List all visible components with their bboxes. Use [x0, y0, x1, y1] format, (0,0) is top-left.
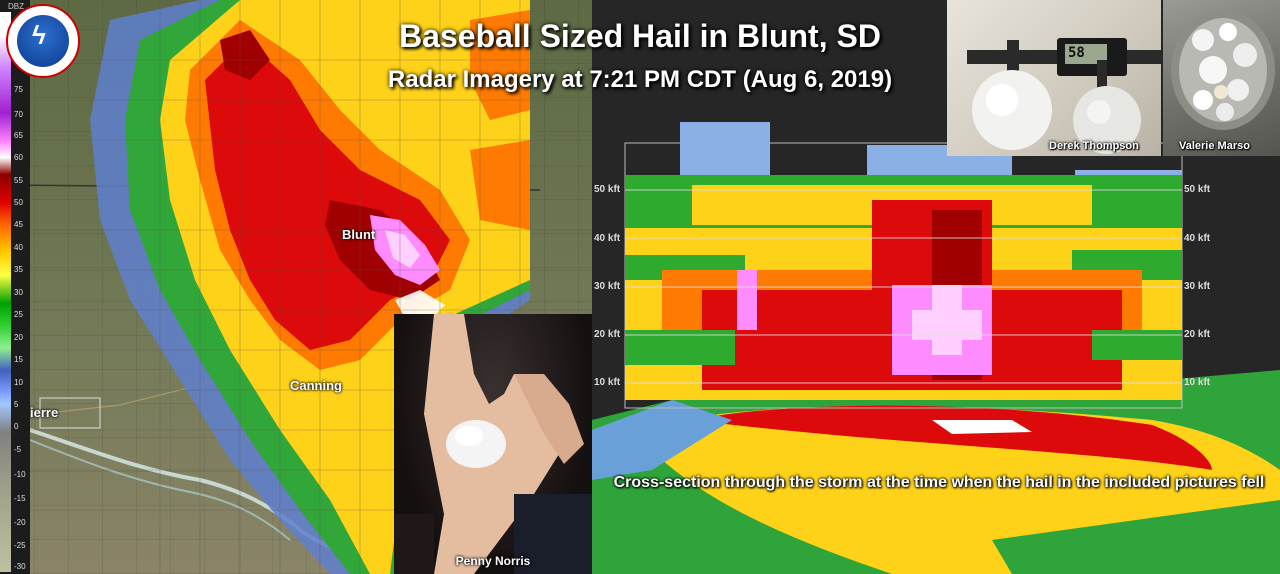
dbz-tick: 50	[14, 198, 23, 207]
dbz-tick: -30	[14, 562, 26, 571]
altitude-label: 20 kft	[594, 329, 621, 340]
dbz-tick: 75	[14, 85, 23, 94]
dbz-tick: 55	[14, 176, 23, 185]
cross-section-plot	[592, 122, 1280, 574]
nws-logo-icon: ϟ	[6, 4, 80, 78]
altitude-label: 50 kft	[594, 184, 621, 195]
dbz-tick: 70	[14, 110, 23, 119]
altitude-label: 30 kft	[1184, 281, 1211, 292]
cross-section-caption: Cross-section through the storm at the t…	[613, 474, 1265, 491]
dbz-tick: 25	[14, 310, 23, 319]
photo-credit-hand: Penny Norris	[455, 554, 531, 568]
altitude-label: 40 kft	[594, 233, 621, 244]
dbz-tick: 45	[14, 220, 23, 229]
dbz-tick: 15	[14, 355, 23, 364]
dbz-tick: 60	[14, 153, 23, 162]
altitude-label: 30 kft	[594, 281, 621, 292]
dbz-tick: -20	[14, 518, 26, 527]
hand-holding-hail-icon	[394, 314, 592, 574]
map-label-blunt: Blunt	[342, 227, 376, 242]
altitude-label: 10 kft	[1184, 377, 1211, 388]
dbz-tick: 10	[14, 378, 23, 387]
altitude-label: 40 kft	[1184, 233, 1211, 244]
dbz-tick: 30	[14, 288, 23, 297]
dbz-unit-label: DBZ	[8, 2, 24, 11]
altitude-label: 10 kft	[594, 377, 621, 388]
hail-in-hand-photo: Penny Norris	[394, 314, 592, 574]
map-label-canning: Canning	[290, 378, 342, 393]
dbz-tick: 65	[14, 131, 23, 140]
altitude-label: 20 kft	[1184, 329, 1211, 340]
radar-map: Blunt Canning ierre DBZ 75 70 65 60 55 5…	[0, 0, 600, 574]
dbz-scale: DBZ 75 70 65 60 55 50 45 40 35 30 25 20 …	[0, 0, 30, 574]
page-subtitle: Radar Imagery at 7:21 PM CDT (Aug 6, 201…	[387, 66, 893, 93]
dbz-color-bar	[0, 12, 11, 572]
bowl-of-hail-icon	[1171, 10, 1275, 130]
hail-caliper-photo: 58 Derek Thompson	[947, 0, 1161, 156]
photo-credit-bowl: Valerie Marso	[1179, 140, 1250, 152]
photo-credit-caliper: Derek Thompson	[1049, 140, 1139, 152]
dbz-tick: 0	[14, 422, 19, 431]
page-title: Baseball Sized Hail in Blunt, SD	[399, 18, 881, 54]
dbz-tick: -10	[14, 470, 26, 479]
dbz-tick: -25	[14, 541, 26, 550]
dbz-tick: 40	[14, 243, 23, 252]
dbz-tick: 35	[14, 265, 23, 274]
caliper-measuring-hail-icon	[967, 38, 1161, 154]
hail-bowl-photo: Valerie Marso	[1163, 0, 1280, 156]
dbz-tick: 20	[14, 333, 23, 342]
caliper-reading: 58	[1068, 45, 1085, 61]
dbz-tick: -15	[14, 494, 26, 503]
altitude-label: 50 kft	[1184, 184, 1211, 195]
dbz-tick: -5	[14, 445, 22, 454]
map-label-pierre: ierre	[30, 405, 59, 420]
reflectivity-overlay	[0, 0, 600, 574]
dbz-tick: 5	[14, 400, 19, 409]
